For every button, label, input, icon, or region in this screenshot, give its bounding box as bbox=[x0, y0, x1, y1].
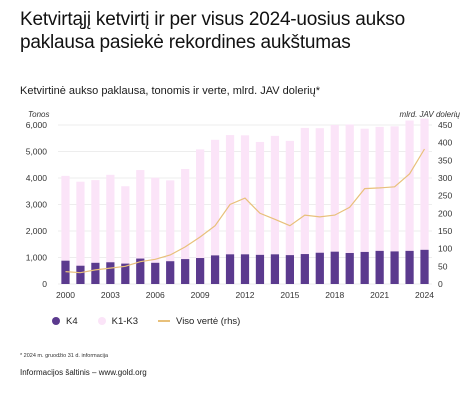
bar-q4-2017 bbox=[315, 252, 324, 284]
bar-q1q3-2024 bbox=[420, 118, 429, 250]
bar-q1q3-2002 bbox=[91, 180, 100, 263]
bar-q1q3-2007 bbox=[166, 180, 175, 262]
x-tick-label: 2003 bbox=[101, 290, 120, 300]
bar-q4-2023 bbox=[405, 250, 414, 284]
y-right-tick-label: 350 bbox=[438, 155, 452, 165]
bar-q4-2012 bbox=[240, 254, 250, 284]
bar-q4-2008 bbox=[181, 259, 190, 284]
x-tick-label: 2012 bbox=[236, 290, 255, 300]
legend-item-value: Viso vertė (rhs) bbox=[158, 316, 240, 327]
bar-q1q3-2014 bbox=[270, 135, 280, 255]
y-left-tick-label: 3,000 bbox=[26, 200, 48, 210]
bar-q4-2011 bbox=[225, 254, 235, 284]
y-right-tick-label: 450 bbox=[438, 120, 452, 130]
bar-q4-2010 bbox=[210, 255, 220, 284]
legend-label-q4: K4 bbox=[66, 315, 78, 327]
bar-q1q3-2001 bbox=[76, 181, 85, 266]
legend-swatch-q1q3 bbox=[97, 317, 106, 325]
bar-q4-2002 bbox=[91, 262, 100, 284]
bar-q4-2015 bbox=[285, 255, 294, 284]
bar-q1q3-2019 bbox=[345, 124, 354, 253]
bar-q4-2018 bbox=[330, 251, 339, 284]
bar-q1q3-2013 bbox=[255, 141, 265, 255]
x-tick-label: 2015 bbox=[280, 290, 299, 300]
bar-q1q3-2017 bbox=[315, 128, 324, 253]
x-tick-label: 2000 bbox=[56, 290, 75, 300]
x-tick-label: 2024 bbox=[415, 290, 434, 300]
value-line bbox=[65, 148, 426, 274]
bar-q4-2001 bbox=[76, 265, 85, 284]
legend-item-q4: K4 bbox=[52, 316, 78, 327]
x-tick-label: 2021 bbox=[370, 290, 389, 300]
legend-swatch-q4 bbox=[52, 317, 60, 325]
bar-q4-2020 bbox=[360, 251, 369, 284]
bar-q4-2003 bbox=[106, 262, 115, 284]
footnote: * 2024 m. gruodžio 31 d. informacija bbox=[20, 353, 109, 359]
bar-q1q3-2023 bbox=[405, 120, 414, 251]
bar-q4-2000 bbox=[61, 260, 70, 284]
bar-q1q3-2003 bbox=[106, 174, 115, 263]
chart-legend: K4 K1-K3 Viso vertė (rhs) bbox=[52, 314, 260, 328]
x-tick-label: 2006 bbox=[146, 290, 165, 300]
x-tick-label: 2009 bbox=[191, 290, 210, 300]
bar-q1q3-2006 bbox=[151, 177, 160, 263]
y-left-tick-label: 0 bbox=[42, 279, 47, 289]
legend-label-value: Viso vertė (rhs) bbox=[176, 315, 241, 327]
y-right-tick-label: 300 bbox=[438, 173, 452, 183]
bar-q1q3-2000 bbox=[61, 175, 70, 261]
y-right-axis-title: mlrd. JAV dolerių bbox=[400, 110, 461, 119]
bar-q4-2021 bbox=[375, 250, 384, 284]
y-left-tick-label: 1,000 bbox=[26, 253, 48, 263]
y-right-tick-label: 50 bbox=[438, 261, 448, 271]
bar-q4-2022 bbox=[390, 251, 399, 284]
bar-q4-2007 bbox=[166, 261, 175, 284]
bar-q1q3-2010 bbox=[210, 139, 220, 256]
y-right-tick-label: 150 bbox=[438, 226, 452, 236]
y-left-axis-title: Tonos bbox=[28, 110, 50, 119]
bar-q4-2019 bbox=[345, 252, 354, 284]
legend-label-q1q3: K1-K3 bbox=[111, 315, 139, 327]
bar-q1q3-2005 bbox=[136, 170, 145, 259]
bar-q4-2006 bbox=[151, 262, 160, 284]
bar-q4-2009 bbox=[196, 258, 205, 284]
bar-q4-2004 bbox=[121, 263, 130, 284]
bar-q1q3-2021 bbox=[375, 126, 384, 251]
bar-q1q3-2008 bbox=[181, 168, 190, 260]
bar-q1q3-2009 bbox=[196, 149, 205, 259]
y-right-tick-label: 250 bbox=[438, 191, 452, 201]
y-right-tick-label: 200 bbox=[438, 208, 452, 218]
x-tick-label: 2018 bbox=[325, 290, 344, 300]
bar-q4-2024 bbox=[420, 249, 429, 284]
gold-demand-chart: Tonos mlrd. JAV dolerių 0 1,000 2,000 3,000 4,… bbox=[26, 110, 461, 300]
bar-q1q3-2022 bbox=[390, 126, 399, 252]
bar-q1q3-2020 bbox=[360, 128, 369, 252]
y-left-tick-label: 2,000 bbox=[26, 226, 48, 236]
bar-q1q3-2004 bbox=[121, 186, 130, 264]
bar-q4-2005 bbox=[136, 258, 145, 284]
y-left-tick-label: 4,000 bbox=[26, 173, 48, 183]
y-right-tick-label: 100 bbox=[438, 244, 452, 254]
source-note: Informacijos šaltinis – www.gold.org bbox=[20, 368, 147, 377]
bar-q1q3-2018 bbox=[330, 125, 339, 252]
bar-q1q3-2015 bbox=[285, 140, 294, 256]
y-right-tick-label: 400 bbox=[438, 138, 452, 148]
y-left-tick-label: 6,000 bbox=[26, 120, 48, 130]
legend-swatch-value bbox=[158, 320, 171, 322]
bar-q1q3-2016 bbox=[300, 127, 309, 255]
bar-q4-2013 bbox=[255, 254, 265, 284]
chart-title: Ketvirtąjį ketvirtį ir per visus 2024-uo… bbox=[20, 9, 405, 53]
bar-q1q3-2011 bbox=[225, 135, 235, 255]
bar-q1q3-2012 bbox=[240, 135, 250, 255]
y-left-tick-label: 5,000 bbox=[26, 147, 48, 157]
chart-subtitle: Ketvirtinė aukso paklausa, tonomis ir ve… bbox=[20, 85, 320, 97]
bar-q4-2016 bbox=[300, 254, 309, 284]
legend-item-q1q3: K1-K3 bbox=[97, 315, 139, 327]
y-right-tick-label: 0 bbox=[438, 279, 443, 289]
bar-q4-2014 bbox=[270, 254, 280, 284]
